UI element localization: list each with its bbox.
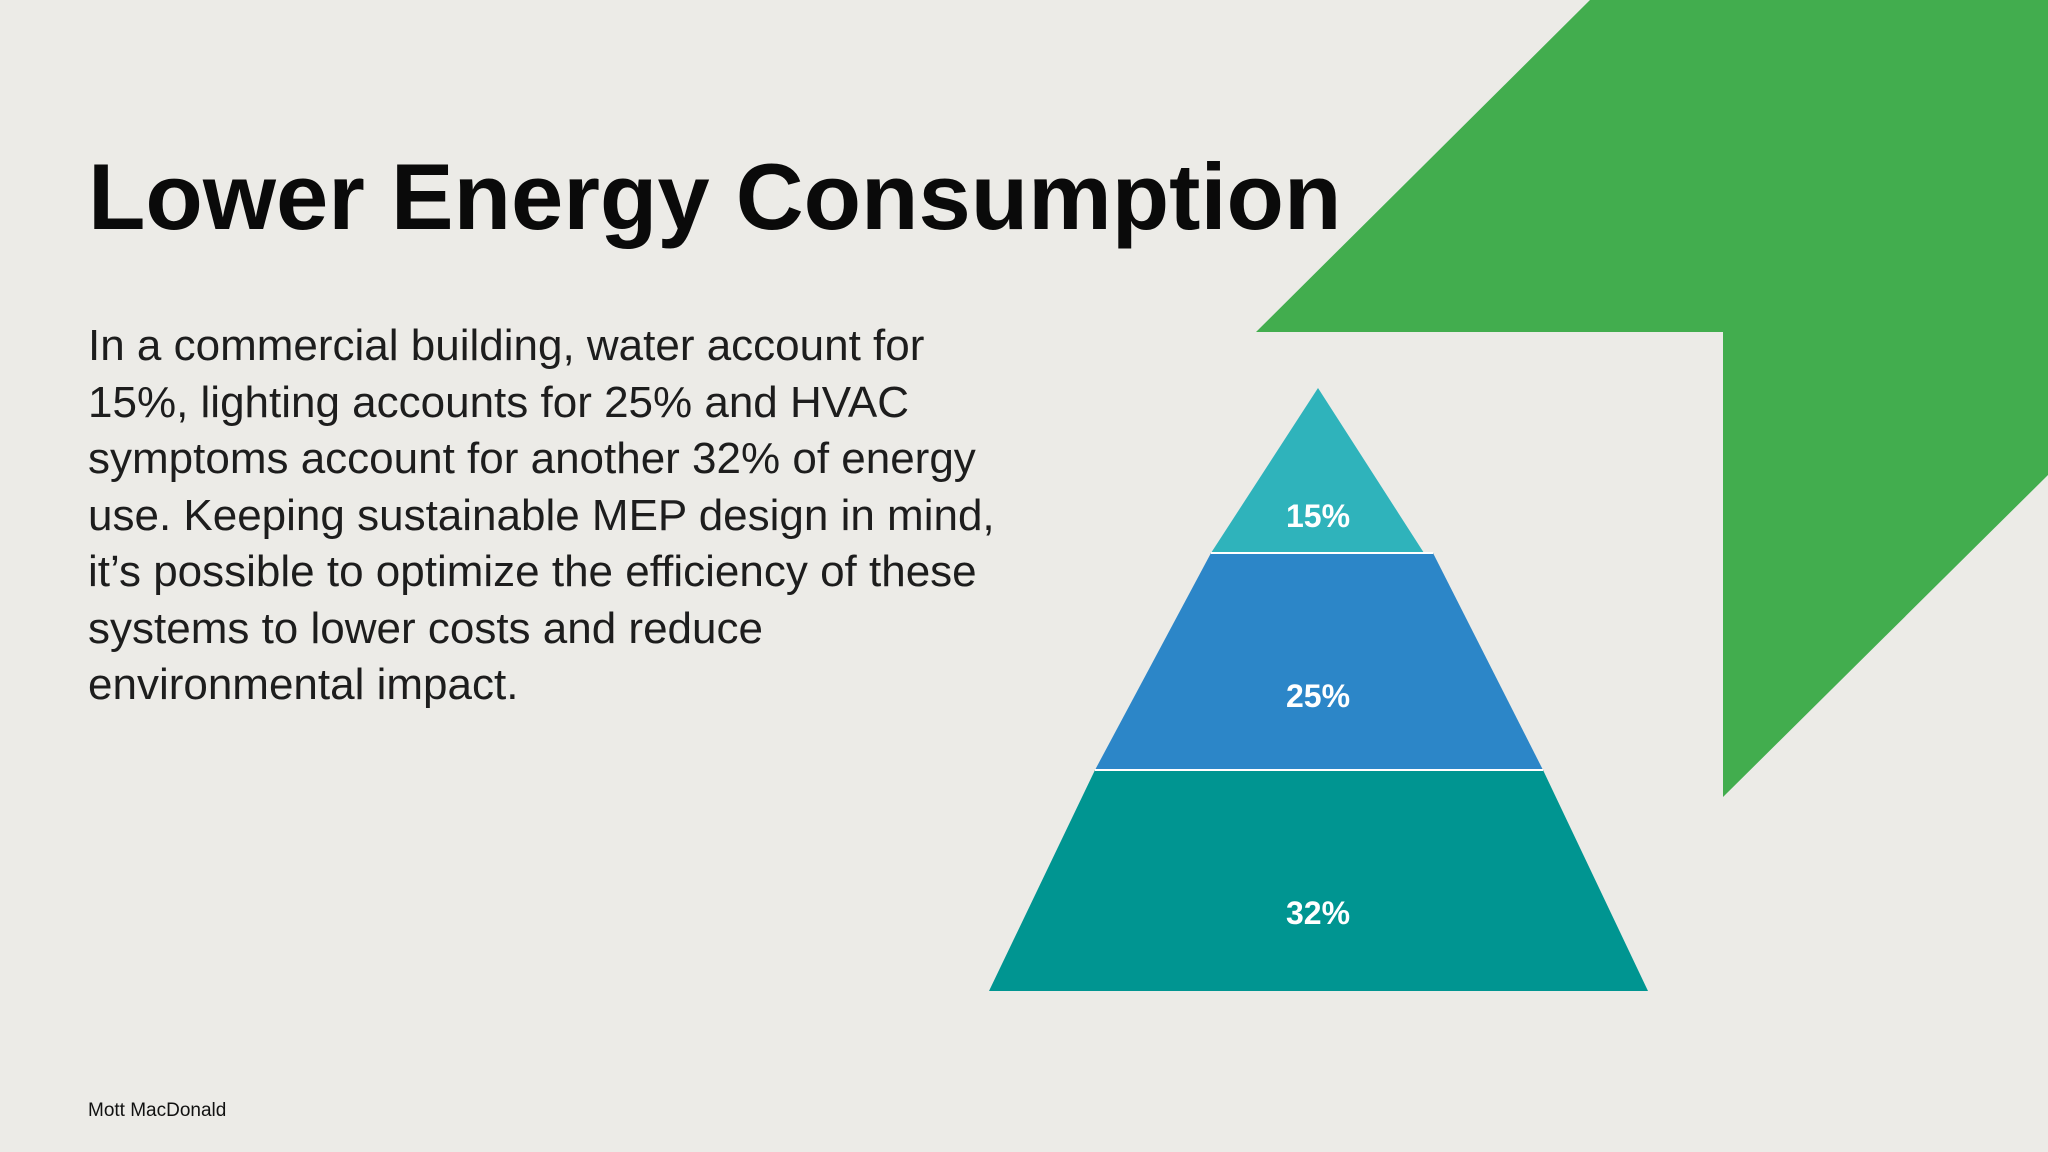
pyramid-tier-top: 15% bbox=[1211, 388, 1424, 553]
pyramid-tier-bottom: 32% bbox=[989, 770, 1648, 991]
pyramid-tier-middle-label: 25% bbox=[1286, 678, 1350, 714]
body-paragraph: In a commercial building, water account … bbox=[88, 318, 1088, 714]
pyramid-tier-top-shape bbox=[1211, 388, 1424, 553]
body-line: systems to lower costs and reduce bbox=[88, 603, 763, 653]
body-line: 15%, lighting accounts for 25% and HVAC bbox=[88, 377, 909, 427]
pyramid-tier-bottom-shape bbox=[989, 770, 1648, 991]
body-line: environmental impact. bbox=[88, 660, 519, 709]
body-line: use. Keeping sustainable MEP design in m… bbox=[88, 490, 995, 540]
green-arrow-shape bbox=[1256, 0, 2048, 797]
body-line: In a commercial building, water account … bbox=[88, 321, 925, 370]
slide-title: Lower Energy Consumption bbox=[88, 144, 1342, 249]
body-line: symptoms account for another 32% of ener… bbox=[88, 434, 976, 483]
footer-brand: Mott MacDonald bbox=[88, 1100, 227, 1121]
pyramid-tier-top-label: 15% bbox=[1286, 498, 1350, 534]
pyramid-tier-middle: 25% bbox=[1095, 553, 1543, 770]
pyramid-tier-bottom-label: 32% bbox=[1286, 895, 1350, 931]
body-line: it’s possible to optimize the efficiency… bbox=[88, 547, 977, 596]
pyramid-tier-middle-shape bbox=[1095, 553, 1543, 770]
